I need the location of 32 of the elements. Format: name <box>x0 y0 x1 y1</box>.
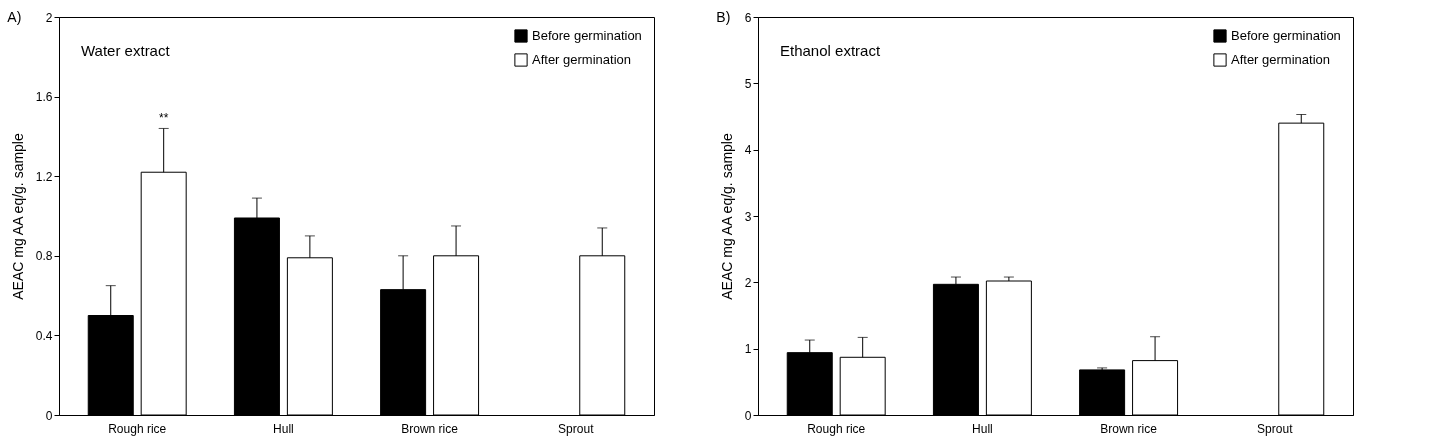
y-tick-label: 0.8 <box>35 249 53 264</box>
y-tick-label: 6 <box>744 10 752 25</box>
legend-label: Before germination <box>532 28 642 43</box>
chart-title: A) <box>7 9 22 25</box>
y-tick-label: 0 <box>744 408 752 423</box>
legend-label: After germination <box>532 52 631 67</box>
y-tick-label: 0.4 <box>35 328 53 343</box>
annotation: Water extract <box>81 42 171 59</box>
y-axis-title: AEAC mg AA eq/g. sample <box>718 133 735 300</box>
y-tick-label: 4 <box>744 143 752 158</box>
chart-title: B) <box>716 9 731 25</box>
y-tick-label: 1.6 <box>35 90 53 105</box>
legend-label: After germination <box>1231 52 1330 67</box>
x-tick-label: Hull <box>273 421 294 436</box>
y-tick-label: 2 <box>744 275 752 290</box>
y-axis-title: AEAC mg AA eq/g. sample <box>9 133 26 300</box>
x-tick-label: Brown rice <box>401 421 459 436</box>
y-tick-label: 1 <box>744 342 752 357</box>
x-tick-label: Brown rice <box>1100 421 1158 436</box>
legend-label: Before germination <box>1231 28 1341 43</box>
y-tick-label: 0 <box>45 408 53 423</box>
annotation: ** <box>159 111 169 126</box>
y-tick-label: 5 <box>744 76 752 91</box>
x-tick-label: Sprout <box>1257 421 1294 436</box>
annotation: Ethanol extract <box>780 42 881 59</box>
x-tick-label: Rough rice <box>108 421 167 436</box>
x-tick-label: Rough rice <box>807 421 866 436</box>
y-tick-label: 1.2 <box>35 169 53 184</box>
x-tick-label: Hull <box>972 421 993 436</box>
y-tick-label: 3 <box>744 209 752 224</box>
x-tick-label: Sprout <box>558 421 595 436</box>
y-tick-label: 2 <box>45 10 53 25</box>
